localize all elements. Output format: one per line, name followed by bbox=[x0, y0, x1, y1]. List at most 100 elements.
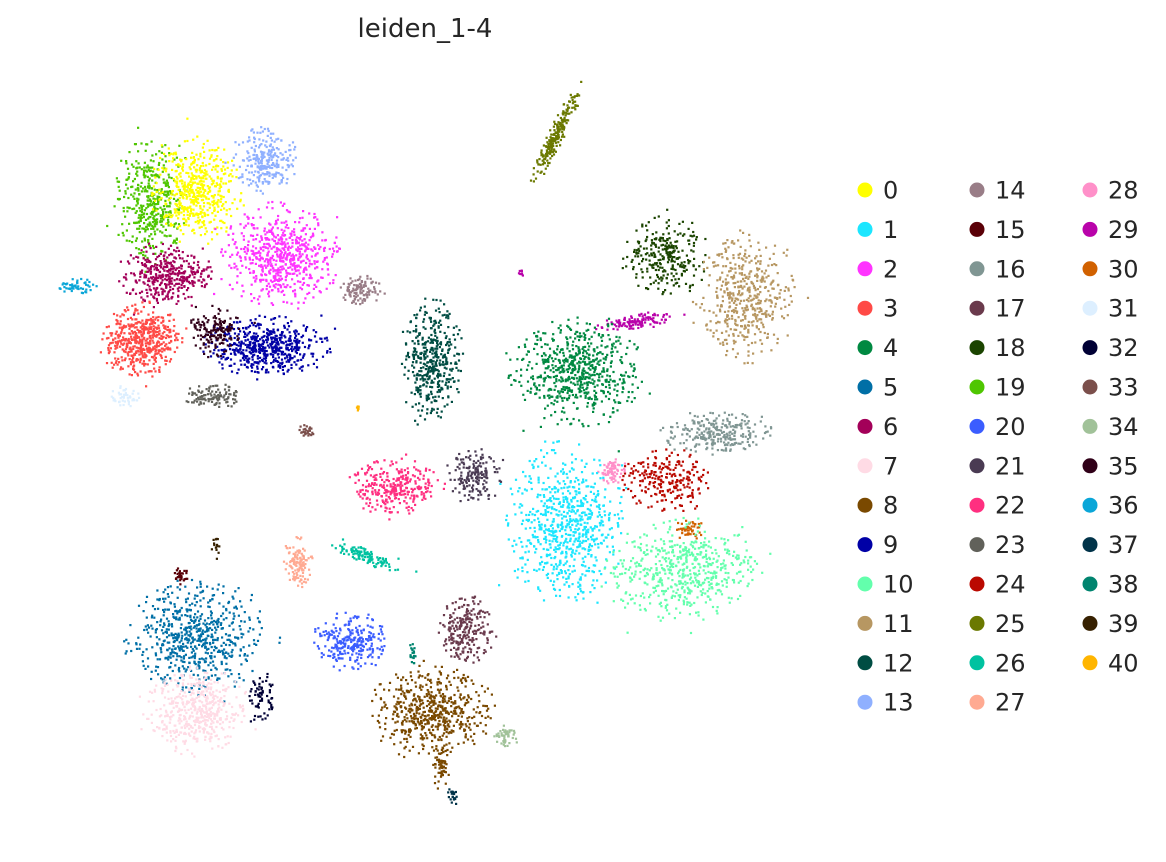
point bbox=[541, 159, 544, 162]
point bbox=[641, 276, 644, 279]
point bbox=[116, 363, 119, 366]
point bbox=[197, 396, 200, 399]
point bbox=[634, 255, 637, 258]
point bbox=[95, 285, 98, 288]
point bbox=[415, 330, 418, 333]
point bbox=[297, 348, 300, 351]
point bbox=[454, 346, 457, 349]
point bbox=[119, 320, 122, 323]
point bbox=[152, 185, 155, 188]
point bbox=[136, 166, 139, 169]
point bbox=[220, 248, 223, 251]
point bbox=[294, 332, 297, 335]
point bbox=[194, 200, 197, 203]
point bbox=[242, 342, 245, 345]
point bbox=[765, 276, 768, 279]
point bbox=[179, 158, 182, 161]
point bbox=[224, 350, 227, 353]
point bbox=[366, 296, 369, 299]
point bbox=[443, 366, 446, 369]
point bbox=[415, 378, 418, 381]
point bbox=[286, 328, 289, 331]
point bbox=[626, 255, 629, 259]
point bbox=[85, 283, 88, 286]
point bbox=[175, 336, 178, 339]
point bbox=[750, 321, 753, 324]
point bbox=[260, 158, 264, 161]
point bbox=[313, 283, 316, 286]
point bbox=[272, 275, 275, 278]
point bbox=[198, 176, 201, 179]
point bbox=[436, 359, 439, 362]
point bbox=[169, 252, 172, 255]
point bbox=[112, 312, 116, 316]
point bbox=[439, 323, 443, 326]
point bbox=[152, 295, 155, 298]
point bbox=[139, 321, 142, 324]
point bbox=[297, 341, 300, 344]
point bbox=[220, 278, 223, 281]
point bbox=[359, 282, 362, 285]
point bbox=[301, 341, 304, 344]
point bbox=[553, 133, 556, 136]
point bbox=[291, 141, 295, 144]
point bbox=[544, 167, 547, 170]
point bbox=[664, 239, 667, 243]
point bbox=[147, 241, 150, 244]
point bbox=[162, 319, 165, 322]
point bbox=[642, 317, 645, 320]
point bbox=[637, 320, 640, 323]
point bbox=[116, 342, 119, 345]
point bbox=[759, 285, 762, 288]
point bbox=[676, 240, 679, 243]
point bbox=[193, 166, 196, 169]
point bbox=[635, 273, 638, 276]
point bbox=[284, 336, 287, 339]
point bbox=[289, 335, 292, 338]
point bbox=[301, 365, 304, 368]
point bbox=[142, 330, 145, 333]
point bbox=[122, 314, 125, 317]
point bbox=[421, 405, 424, 408]
point bbox=[574, 108, 577, 111]
point bbox=[162, 254, 165, 258]
point bbox=[303, 431, 306, 434]
point bbox=[204, 399, 207, 402]
point bbox=[702, 270, 706, 273]
point bbox=[256, 165, 259, 168]
point bbox=[670, 245, 673, 248]
point bbox=[144, 276, 147, 279]
cluster-2-points bbox=[213, 200, 341, 310]
point bbox=[277, 352, 280, 355]
point bbox=[244, 326, 247, 329]
point bbox=[167, 224, 170, 227]
point bbox=[250, 283, 253, 286]
point bbox=[294, 221, 297, 224]
point bbox=[417, 374, 420, 377]
point bbox=[280, 228, 283, 231]
point bbox=[166, 270, 170, 273]
point bbox=[138, 336, 141, 339]
point bbox=[178, 197, 181, 200]
point bbox=[633, 250, 636, 253]
point bbox=[259, 280, 262, 283]
point bbox=[144, 254, 147, 257]
point bbox=[209, 385, 212, 388]
point bbox=[216, 384, 219, 387]
point bbox=[300, 366, 303, 369]
point bbox=[668, 246, 671, 249]
point bbox=[160, 151, 163, 154]
point bbox=[261, 265, 264, 268]
point bbox=[656, 321, 659, 324]
point bbox=[431, 365, 435, 368]
point bbox=[167, 186, 170, 189]
point bbox=[261, 130, 264, 133]
point bbox=[424, 363, 427, 366]
point bbox=[242, 204, 245, 207]
point bbox=[164, 274, 167, 277]
point bbox=[197, 182, 200, 185]
point bbox=[208, 341, 211, 344]
point bbox=[756, 274, 759, 278]
point bbox=[286, 370, 289, 373]
point bbox=[271, 346, 275, 349]
